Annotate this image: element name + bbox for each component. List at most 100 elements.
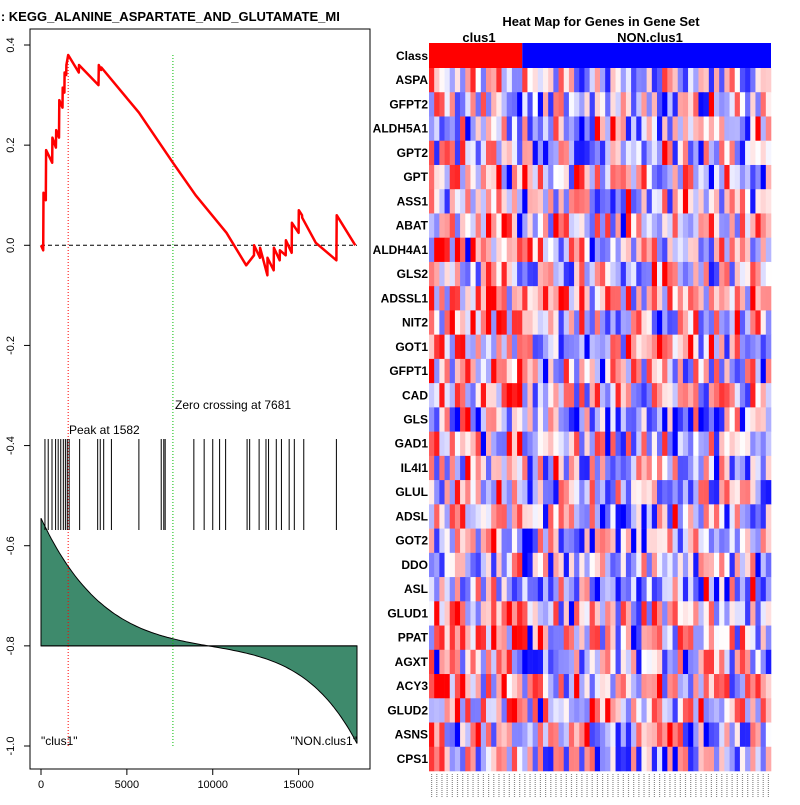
heatmap-cell bbox=[646, 68, 653, 93]
heatmap-cell bbox=[522, 237, 528, 263]
heatmap-cell bbox=[610, 625, 616, 651]
heatmap-cell bbox=[760, 674, 767, 699]
gene-label: GLUL bbox=[395, 485, 428, 499]
heatmap-cell bbox=[496, 310, 502, 335]
heatmap-cell bbox=[558, 92, 565, 117]
heatmap-cell bbox=[745, 310, 751, 335]
heatmap-cell bbox=[651, 480, 658, 505]
heatmap-cell bbox=[760, 68, 767, 93]
heatmap-cell bbox=[584, 213, 590, 238]
heatmap-cell bbox=[527, 92, 533, 117]
heatmap-cell bbox=[662, 383, 668, 408]
heatmap-cell bbox=[734, 286, 741, 311]
heatmap-cell bbox=[610, 480, 616, 505]
heatmap-cell bbox=[568, 480, 575, 505]
heatmap-cell bbox=[755, 577, 761, 602]
heatmap-cell bbox=[620, 116, 627, 142]
heatmap-cell bbox=[714, 358, 720, 384]
heatmap-cell bbox=[719, 649, 725, 675]
heatmap-cell bbox=[486, 722, 492, 748]
heatmap-cell bbox=[475, 455, 482, 481]
heatmap-cell bbox=[631, 116, 637, 142]
heatmap-cell bbox=[486, 310, 492, 335]
heatmap-cell bbox=[657, 480, 663, 505]
heatmap-cell bbox=[589, 189, 596, 214]
heatmap-cell bbox=[465, 552, 471, 578]
heatmap-cell bbox=[765, 164, 772, 190]
heatmap-cell bbox=[745, 649, 751, 675]
heatmap-cell bbox=[605, 649, 611, 675]
heatmap-cell bbox=[568, 407, 575, 432]
heatmap-cell bbox=[579, 601, 585, 626]
heatmap-cell bbox=[698, 504, 704, 529]
heatmap-cell bbox=[429, 92, 435, 117]
heatmap-cell bbox=[755, 504, 761, 529]
heatmap-cell bbox=[620, 649, 627, 675]
heatmap-cell bbox=[657, 358, 663, 384]
heatmap-cell bbox=[480, 407, 487, 432]
heatmap-cell bbox=[506, 746, 513, 772]
heatmap-cell bbox=[444, 189, 451, 214]
heatmap-cell bbox=[605, 358, 611, 384]
heatmap-cell bbox=[543, 189, 549, 214]
heatmap-cell bbox=[641, 552, 647, 578]
heatmap-cell bbox=[641, 674, 647, 699]
heatmap-cell bbox=[703, 746, 710, 772]
heatmap-cell bbox=[454, 746, 461, 772]
heatmap-cell bbox=[750, 455, 756, 481]
heatmap-cell bbox=[631, 310, 637, 335]
heatmap-cell bbox=[579, 358, 585, 384]
heatmap-cell bbox=[568, 334, 575, 360]
heatmap-cell bbox=[693, 213, 699, 238]
heatmap-cell bbox=[522, 358, 528, 384]
heatmap-cell bbox=[682, 164, 689, 190]
heatmap-cell bbox=[688, 334, 694, 360]
heatmap-cell bbox=[434, 92, 440, 117]
heatmap-cell bbox=[434, 455, 440, 481]
heatmap-cell bbox=[739, 746, 746, 772]
heatmap-cell bbox=[537, 601, 544, 626]
heatmap-cell bbox=[449, 261, 456, 287]
ranked-metric-area bbox=[40, 517, 358, 744]
heatmap-cell bbox=[511, 746, 518, 772]
heatmap-cell bbox=[558, 625, 565, 651]
heatmap-cell bbox=[765, 261, 772, 287]
heatmap-cell bbox=[719, 92, 725, 117]
heatmap-cell bbox=[480, 358, 487, 384]
heatmap-cell bbox=[511, 213, 518, 238]
heatmap-cell bbox=[615, 577, 622, 602]
heatmap-cell bbox=[439, 649, 445, 675]
heatmap-cell bbox=[465, 286, 471, 311]
heatmap-cell bbox=[636, 310, 642, 335]
heatmap-cell bbox=[765, 310, 772, 335]
heatmap-cell bbox=[449, 601, 456, 626]
heatmap-cell bbox=[605, 625, 611, 651]
heatmap-cell bbox=[501, 601, 508, 626]
heatmap-cell bbox=[429, 140, 435, 166]
heatmap-cell bbox=[584, 625, 590, 651]
heatmap-cell bbox=[532, 237, 539, 263]
heatmap-cell bbox=[724, 383, 730, 408]
heatmap-cell bbox=[579, 722, 585, 748]
heatmap-cell bbox=[475, 140, 482, 166]
heatmap-cell bbox=[739, 722, 746, 748]
heatmap-cell bbox=[579, 407, 585, 432]
heatmap-cell bbox=[537, 358, 544, 384]
gene-set-heatmap: Heat Map for Genes in Gene Set clus1 NON… bbox=[373, 14, 772, 798]
heatmap-cell bbox=[522, 286, 528, 311]
heatmap-cell bbox=[491, 310, 497, 335]
heatmap-cell bbox=[672, 286, 679, 311]
heatmap-cell bbox=[480, 601, 487, 626]
heatmap-cell bbox=[662, 140, 668, 166]
heatmap-cell bbox=[693, 116, 699, 142]
heatmap-cell bbox=[698, 625, 704, 651]
heatmap-cell bbox=[672, 68, 679, 93]
heatmap-cell bbox=[517, 455, 523, 481]
heatmap-cell bbox=[496, 213, 502, 238]
heatmap-cell bbox=[589, 261, 596, 287]
heatmap-cell bbox=[517, 261, 523, 287]
heatmap-cell bbox=[568, 577, 575, 602]
heatmap-cell bbox=[615, 237, 622, 263]
heatmap-cell bbox=[460, 528, 466, 554]
y-tick-label: 0.2 bbox=[5, 137, 17, 152]
